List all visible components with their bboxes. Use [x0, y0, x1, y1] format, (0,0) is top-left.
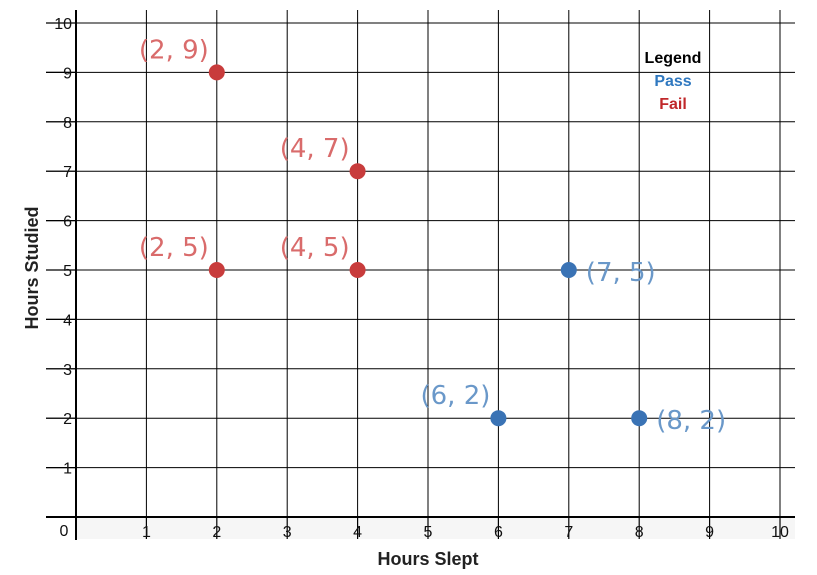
y-tick-label: 5 — [63, 263, 72, 280]
x-tick-label: 3 — [283, 524, 292, 541]
x-tick-label: 1 — [142, 524, 151, 541]
data-point — [349, 163, 366, 180]
point-label: (2, 9) — [139, 35, 209, 65]
legend: Legend Pass Fail — [645, 50, 702, 113]
axes — [46, 10, 795, 540]
data-point — [208, 64, 225, 81]
data-point — [208, 262, 225, 278]
data-point — [349, 262, 366, 278]
tick-labels: 1 2 3 4 5 6 7 8 9 10 1 2 3 4 5 6 7 8 9 10 — [46, 16, 789, 541]
point-label: (4, 7) — [280, 134, 350, 164]
legend-entry-fail: Fail — [659, 96, 687, 113]
x-tick-label: 10 — [771, 524, 789, 541]
data-point — [560, 262, 577, 278]
y-tick-label: 10 — [54, 16, 72, 33]
x-tick-label: 9 — [705, 524, 714, 541]
y-tick-label: 8 — [63, 115, 72, 132]
point-label: (2, 5) — [139, 233, 209, 263]
legend-title: Legend — [645, 50, 702, 67]
data-point — [490, 410, 507, 427]
point-label: (4, 5) — [280, 233, 350, 263]
x-tick-label: 2 — [212, 524, 221, 541]
y-tick-label: 6 — [63, 214, 72, 231]
legend-entry-pass: Pass — [654, 73, 691, 90]
origin-label: 0 — [60, 523, 69, 540]
y-axis-title: Hours Studied — [22, 206, 42, 329]
x-tick-label: 6 — [494, 524, 503, 541]
y-tick-label: 9 — [63, 65, 72, 82]
y-tick-label: 7 — [63, 164, 72, 181]
x-axis-band — [76, 517, 795, 539]
x-tick-label: 4 — [353, 524, 362, 541]
point-label: (8, 2) — [656, 406, 726, 436]
data-point — [631, 410, 648, 427]
x-tick-label: 5 — [424, 524, 433, 541]
x-tick-label: 8 — [635, 524, 644, 541]
x-axis-title: Hours Slept — [377, 549, 478, 569]
y-tick-label: 2 — [63, 411, 72, 428]
y-tick-label: 3 — [63, 362, 72, 379]
data-points — [208, 64, 648, 427]
y-tick-label: 4 — [63, 312, 72, 329]
x-tick-label: 7 — [564, 524, 573, 541]
point-labels: (2, 9) (4, 7) (2, 5) (4, 5) (7, 5) (6, 2) (8, … — [139, 35, 726, 436]
grid — [46, 10, 795, 517]
point-label: (6, 2) — [420, 381, 490, 411]
point-label: (7, 5) — [586, 258, 656, 288]
y-tick-label: 1 — [63, 461, 72, 478]
